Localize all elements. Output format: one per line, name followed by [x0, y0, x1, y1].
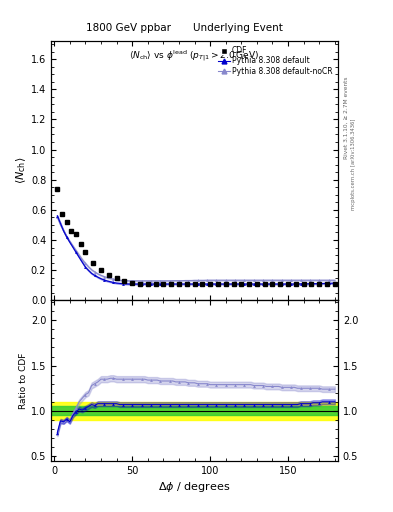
Text: Underlying Event: Underlying Event: [193, 23, 283, 33]
Y-axis label: $\langle N_\mathrm{ch} \rangle$: $\langle N_\mathrm{ch} \rangle$: [15, 157, 28, 184]
Text: 1800 GeV ppbar: 1800 GeV ppbar: [86, 23, 171, 33]
Text: mcplots.cern.ch [arXiv:1306.3436]: mcplots.cern.ch [arXiv:1306.3436]: [351, 118, 356, 209]
Text: Rivet 3.1.10, ≥ 2.7M events: Rivet 3.1.10, ≥ 2.7M events: [344, 76, 349, 159]
Y-axis label: Ratio to CDF: Ratio to CDF: [19, 352, 28, 409]
X-axis label: $\Delta\phi$ / degrees: $\Delta\phi$ / degrees: [158, 480, 231, 494]
Text: $\langle N_\mathrm{ch}\rangle$ vs $\phi^\mathrm{lead}$ ($p_{T|1} > 2.0\,\mathrm{: $\langle N_\mathrm{ch}\rangle$ vs $\phi^…: [129, 49, 260, 64]
Legend: CDF, Pythia 8.308 default, Pythia 8.308 default-noCR: CDF, Pythia 8.308 default, Pythia 8.308 …: [217, 45, 334, 77]
